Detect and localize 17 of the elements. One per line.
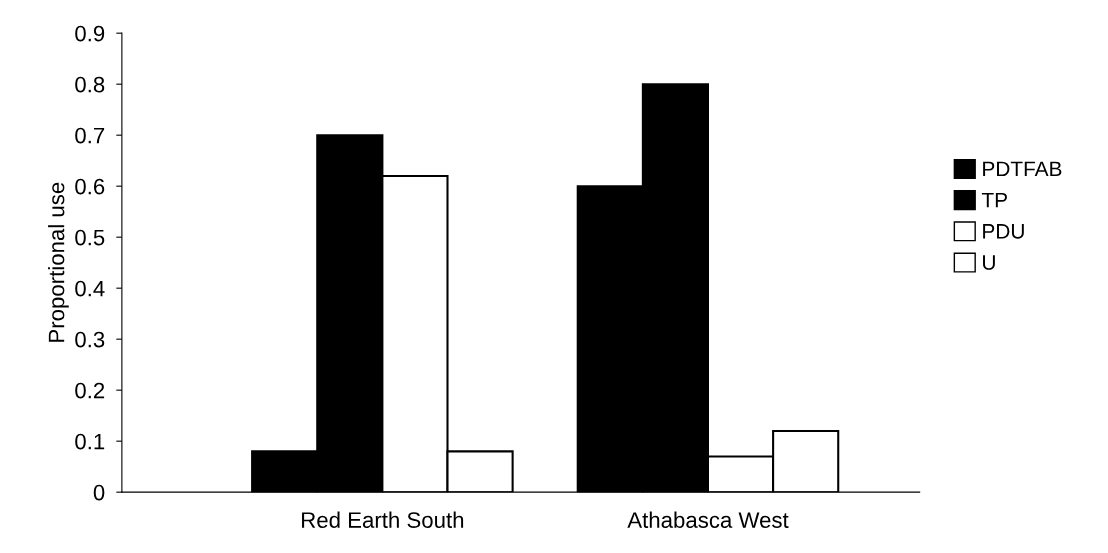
legend-label: TP xyxy=(981,192,1007,208)
y-tick-label: 0 xyxy=(93,484,105,501)
y-tick-label: 0.2 xyxy=(75,382,105,399)
y-tick-label: 0.7 xyxy=(75,127,105,144)
y-tick-label: 0.5 xyxy=(75,229,105,246)
legend-label: PDU xyxy=(983,224,1024,239)
y-tick-label: 0.3 xyxy=(75,331,105,348)
legend-label: PDTFAB xyxy=(983,161,1062,177)
y-tick-label: 0.1 xyxy=(75,433,105,450)
y-tick-label: 0.6 xyxy=(75,178,105,195)
legend-label: U xyxy=(983,255,995,270)
y-tick-label: 0.4 xyxy=(75,280,105,297)
x-tick-label: Athabasca West xyxy=(627,511,789,528)
y-axis-title: Proportional use xyxy=(48,182,69,342)
y-tick-label: 0.9 xyxy=(75,25,105,42)
x-tick-label: Red Earth South xyxy=(302,511,464,528)
y-tick-label: 0.8 xyxy=(75,76,105,93)
